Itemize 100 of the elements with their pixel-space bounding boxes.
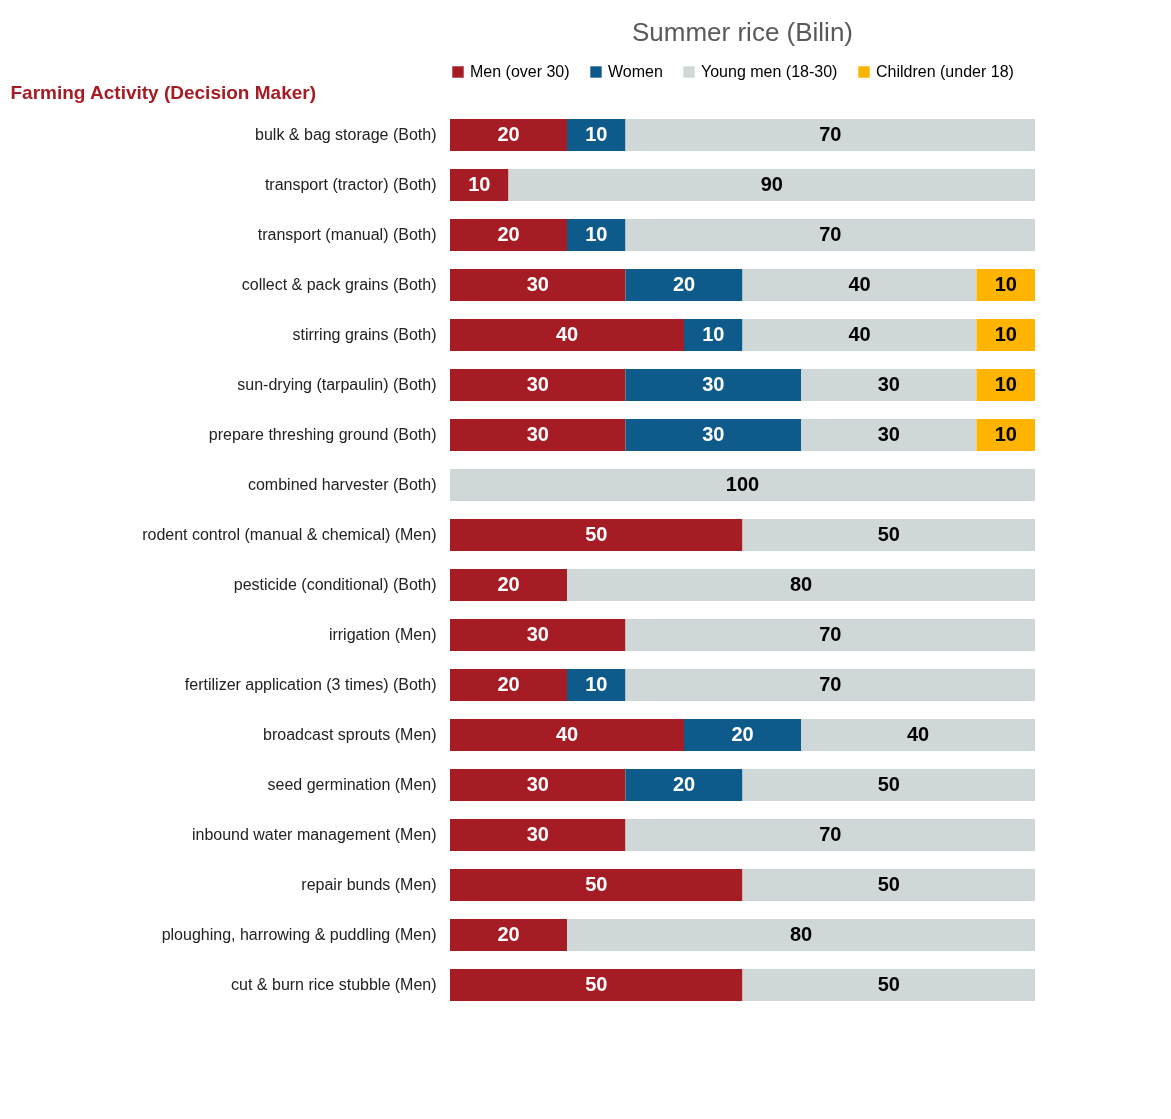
- bar: [450, 219, 567, 251]
- y-tick-label: combined harvester (Both): [247, 476, 437, 493]
- data-label: 40: [555, 323, 579, 345]
- y-axis-title: Farming Activity (Decision Maker): [10, 81, 316, 103]
- data-label: 70: [819, 623, 842, 645]
- bar: [450, 769, 626, 801]
- bar: [742, 319, 977, 351]
- bar: [508, 169, 1035, 201]
- legend-label: Children (under 18): [876, 63, 1014, 80]
- data-label: 50: [877, 523, 900, 545]
- y-tick-label: cut & burn rice stubble (Men): [231, 976, 437, 993]
- bar: [625, 819, 1035, 851]
- data-label: 20: [497, 573, 520, 595]
- data-label: 70: [819, 123, 842, 145]
- data-label: 30: [526, 423, 549, 445]
- bar: [450, 469, 1035, 501]
- data-label: 50: [585, 973, 608, 995]
- bar: [625, 119, 1035, 151]
- data-label: 30: [702, 373, 725, 395]
- bar: [450, 819, 626, 851]
- y-tick-label: transport (manual) (Both): [257, 226, 437, 243]
- y-tick-label: stirring grains (Both): [292, 326, 437, 343]
- y-tick-label: rodent control (manual & chemical) (Men): [142, 526, 437, 543]
- bar: [684, 719, 801, 751]
- bar: [625, 269, 743, 301]
- bar: [567, 119, 626, 151]
- data-label: 70: [819, 673, 842, 695]
- data-label: 20: [497, 923, 520, 945]
- data-label: 10: [994, 273, 1017, 295]
- data-label: 30: [526, 273, 549, 295]
- bar: [450, 119, 567, 151]
- bar: [625, 669, 1035, 701]
- bar: [801, 719, 1035, 751]
- bar: [742, 269, 977, 301]
- bar: [450, 519, 743, 551]
- data-label: 80: [789, 573, 813, 595]
- bar: [450, 369, 626, 401]
- data-label: 10: [585, 123, 608, 145]
- data-label: 20: [672, 273, 696, 295]
- data-label: 10: [468, 173, 491, 195]
- bar: [625, 769, 743, 801]
- y-tick-label: irrigation (Men): [328, 626, 437, 643]
- data-label: 20: [672, 773, 696, 795]
- bar: [567, 669, 626, 701]
- bar: [742, 769, 1035, 801]
- data-label: 30: [526, 773, 549, 795]
- bar: [567, 219, 626, 251]
- bar: [625, 619, 1035, 651]
- data-label: 80: [789, 923, 813, 945]
- bar: [567, 919, 1035, 951]
- bar: [450, 619, 626, 651]
- data-label: 50: [877, 873, 900, 895]
- data-label: 50: [877, 973, 900, 995]
- bar: [625, 419, 801, 451]
- y-tick-label: seed germination (Men): [267, 776, 437, 793]
- data-label: 30: [877, 373, 900, 395]
- data-label: 20: [731, 723, 754, 745]
- legend-label: Women: [608, 63, 663, 80]
- bar: [625, 219, 1035, 251]
- data-label: 30: [877, 423, 900, 445]
- bar: [450, 969, 743, 1001]
- data-label: 30: [526, 623, 549, 645]
- y-tick-label: transport (tractor) (Both): [264, 176, 437, 193]
- data-label: 90: [760, 173, 783, 195]
- y-tick-label: fertilizer application (3 times) (Both): [184, 676, 437, 693]
- y-tick-label: repair bunds (Men): [301, 876, 437, 893]
- y-tick-label: pesticide (conditional) (Both): [233, 576, 437, 593]
- data-label: 50: [585, 873, 608, 895]
- bar: [742, 519, 1035, 551]
- data-label: 30: [526, 373, 549, 395]
- y-tick-label: broadcast sprouts (Men): [263, 726, 437, 743]
- chart-title: Summer rice (Bilin): [631, 17, 854, 47]
- data-label: 40: [555, 723, 579, 745]
- bar: [450, 169, 509, 201]
- bar: [450, 669, 567, 701]
- data-label: 100: [725, 473, 760, 495]
- data-label: 50: [585, 523, 608, 545]
- data-label: 10: [585, 223, 608, 245]
- bar: [801, 419, 977, 451]
- data-label: 40: [848, 273, 871, 295]
- data-label: 10: [702, 323, 725, 345]
- y-tick-label: prepare threshing ground (Both): [208, 426, 437, 443]
- y-tick-label: bulk & bag storage (Both): [255, 126, 437, 143]
- bar: [742, 969, 1035, 1001]
- bar: [450, 319, 684, 351]
- bar: [450, 869, 743, 901]
- data-label: 20: [497, 223, 520, 245]
- data-label: 40: [906, 723, 930, 745]
- y-tick-label: collect & pack grains (Both): [241, 276, 437, 293]
- data-label: 50: [877, 773, 900, 795]
- bar: [450, 569, 567, 601]
- data-label: 70: [819, 823, 842, 845]
- bar: [450, 269, 626, 301]
- legend-label: Young men (18-30): [701, 63, 838, 80]
- data-label: 10: [585, 673, 608, 695]
- bar: [625, 369, 801, 401]
- y-tick-label: sun-drying (tarpaulin) (Both): [237, 376, 437, 393]
- bar: [450, 719, 684, 751]
- bar: [450, 919, 567, 951]
- data-label: 10: [994, 323, 1017, 345]
